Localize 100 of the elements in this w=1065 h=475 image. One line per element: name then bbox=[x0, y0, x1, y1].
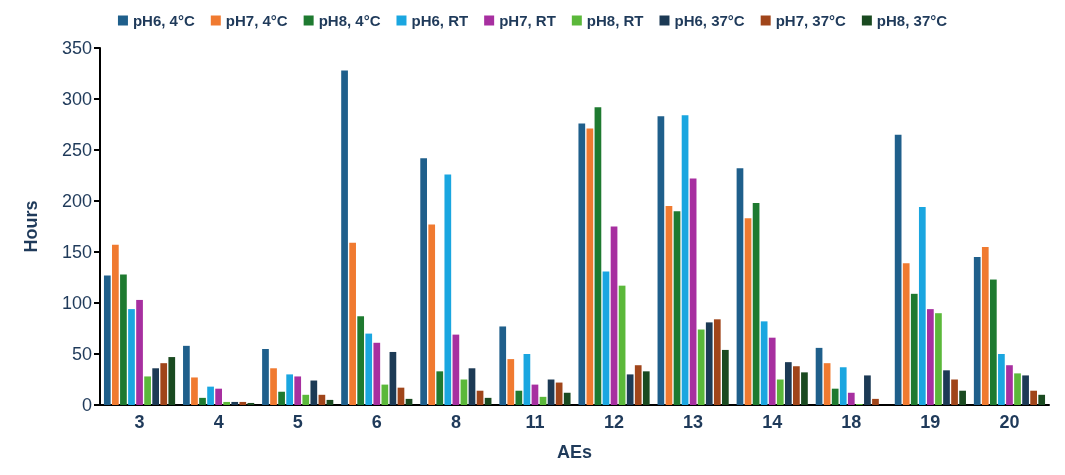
bar bbox=[373, 342, 381, 405]
bar bbox=[199, 397, 206, 405]
bar bbox=[760, 321, 768, 405]
y-tick-label: 200 bbox=[61, 191, 92, 211]
bar bbox=[902, 263, 910, 405]
bar bbox=[1006, 365, 1013, 405]
x-tick-label: 11 bbox=[525, 412, 545, 432]
bar bbox=[776, 379, 784, 405]
bar bbox=[436, 371, 444, 405]
bar bbox=[705, 322, 713, 405]
bar bbox=[247, 402, 255, 405]
legend-label: pH8, 4°C bbox=[318, 12, 381, 29]
bar bbox=[499, 326, 507, 405]
legend-label: pH6, RT bbox=[411, 12, 469, 29]
bar bbox=[1022, 375, 1029, 405]
bar bbox=[768, 337, 776, 405]
bar bbox=[160, 363, 168, 405]
x-tick-label: 13 bbox=[683, 412, 704, 432]
bar bbox=[191, 377, 198, 405]
bar bbox=[381, 384, 389, 405]
bar bbox=[302, 394, 310, 405]
x-tick-label: 5 bbox=[292, 412, 303, 432]
bar bbox=[341, 70, 348, 405]
bar bbox=[507, 359, 515, 405]
y-axis-title: Hours bbox=[21, 200, 41, 253]
bar bbox=[793, 366, 800, 405]
bar bbox=[1038, 394, 1046, 405]
bar bbox=[207, 386, 214, 405]
bar bbox=[152, 368, 160, 405]
bar bbox=[839, 367, 847, 405]
bar bbox=[642, 371, 650, 405]
bar bbox=[444, 174, 452, 405]
bar bbox=[357, 316, 365, 405]
bar bbox=[927, 309, 934, 405]
bar bbox=[847, 392, 855, 405]
legend-label: pH7, 37°C bbox=[775, 12, 847, 29]
y-tick-label: 350 bbox=[61, 38, 92, 58]
bar bbox=[894, 134, 902, 405]
bar bbox=[831, 388, 839, 405]
bar bbox=[713, 319, 721, 405]
bar bbox=[943, 370, 950, 405]
bar bbox=[515, 390, 523, 405]
bar bbox=[231, 401, 239, 405]
bar bbox=[864, 375, 871, 405]
x-tick-label: 18 bbox=[841, 412, 862, 432]
bar bbox=[103, 275, 111, 405]
x-tick-label: 20 bbox=[999, 412, 1020, 432]
x-tick-label: 19 bbox=[920, 412, 941, 432]
legend-label: pH8, RT bbox=[586, 12, 644, 29]
bar bbox=[144, 376, 151, 405]
bar bbox=[270, 368, 277, 405]
bar bbox=[634, 365, 642, 405]
bar bbox=[349, 242, 356, 405]
bar bbox=[286, 374, 294, 405]
bar bbox=[120, 274, 127, 405]
bar bbox=[223, 401, 231, 405]
bar bbox=[420, 158, 427, 405]
bar bbox=[310, 380, 318, 405]
bar bbox=[989, 279, 997, 405]
bar bbox=[262, 348, 269, 405]
bar bbox=[697, 329, 705, 405]
bar bbox=[128, 309, 135, 405]
legend-label: pH8, 37°C bbox=[876, 12, 948, 29]
bar bbox=[626, 374, 634, 405]
bar bbox=[981, 246, 989, 405]
bar bbox=[801, 372, 808, 405]
bar bbox=[602, 271, 610, 405]
bar bbox=[951, 379, 958, 405]
bar bbox=[823, 363, 831, 405]
bar bbox=[935, 313, 942, 405]
bar bbox=[168, 357, 176, 405]
bar bbox=[136, 299, 143, 405]
x-tick-label: 12 bbox=[604, 412, 625, 432]
x-tick-label: 4 bbox=[213, 412, 224, 432]
x-tick-label: 14 bbox=[762, 412, 783, 432]
bar bbox=[784, 362, 792, 405]
x-axis-title: AEs bbox=[556, 442, 593, 462]
bar bbox=[744, 218, 752, 405]
bar bbox=[918, 207, 926, 405]
legend-label: pH7, 4°C bbox=[225, 12, 288, 29]
bar bbox=[1014, 373, 1021, 405]
bar bbox=[278, 391, 285, 405]
legend-label: pH7, RT bbox=[499, 12, 556, 29]
y-tick-label: 0 bbox=[81, 395, 92, 415]
y-tick-label: 100 bbox=[61, 293, 92, 313]
bar bbox=[998, 354, 1005, 405]
bar bbox=[365, 333, 373, 405]
bar bbox=[428, 224, 436, 405]
y-tick-label: 150 bbox=[61, 242, 92, 262]
legend-label: pH6, 4°C bbox=[132, 12, 195, 29]
bar bbox=[112, 244, 119, 405]
bar bbox=[872, 398, 879, 405]
bar bbox=[910, 293, 918, 405]
bar bbox=[578, 123, 586, 405]
bar bbox=[183, 345, 190, 405]
bar bbox=[959, 390, 966, 405]
bar bbox=[294, 376, 302, 405]
x-tick-label: 6 bbox=[371, 412, 382, 432]
x-tick-label: 3 bbox=[134, 412, 145, 432]
y-tick-label: 250 bbox=[61, 140, 92, 160]
